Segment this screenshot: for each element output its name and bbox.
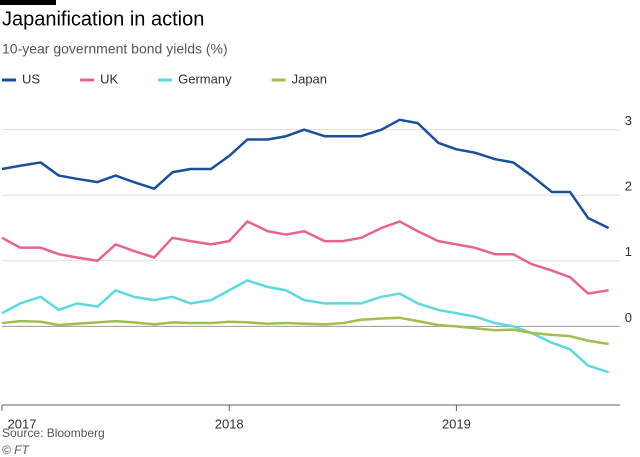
y-tick-label: 0 (625, 310, 632, 325)
x-tick-label: 2019 (442, 416, 471, 431)
series-line (1, 279, 610, 374)
legend-label: Japan (292, 71, 327, 86)
y-tick-label: 2 (625, 179, 632, 194)
series-line (1, 316, 609, 346)
source: Source: Bloomberg (2, 426, 105, 440)
legend-label: Germany (178, 71, 232, 86)
y-tick-label: 1 (625, 244, 632, 259)
legend-label: UK (100, 71, 118, 86)
chart-subtitle: 10-year government bond yields (%) (2, 41, 228, 57)
series-line (1, 118, 610, 230)
chart-title: Japanification in action (2, 8, 204, 30)
credit: © FT (2, 443, 31, 457)
legend-label: US (22, 71, 40, 86)
x-tick-label: 2018 (215, 416, 244, 431)
series-line (1, 220, 609, 295)
x-tick-label: 2017 (8, 416, 37, 431)
brand-bar (0, 0, 56, 5)
y-tick-label: 3 (625, 113, 632, 128)
